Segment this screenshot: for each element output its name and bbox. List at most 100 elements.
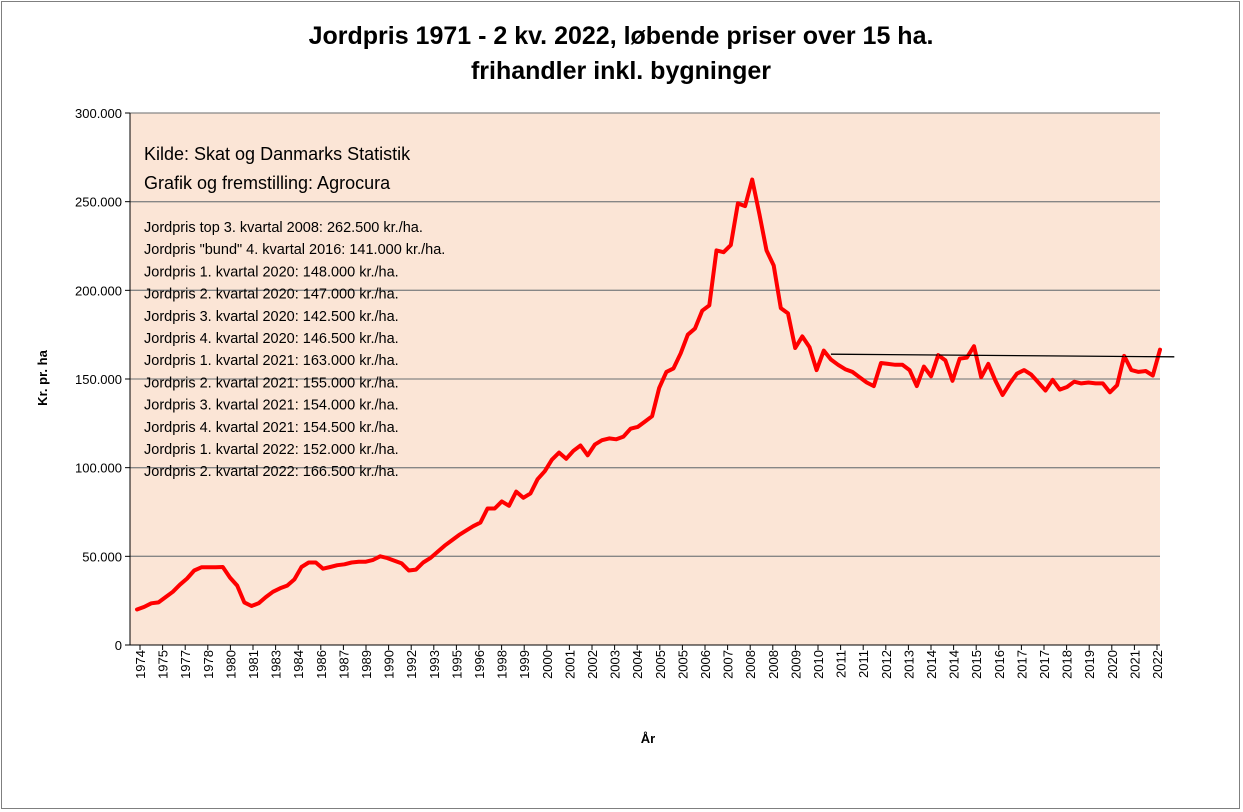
data-point <box>400 562 403 565</box>
data-point <box>1044 389 1047 392</box>
x-axis-title: År <box>641 731 655 746</box>
x-tick-label: 2017 <box>1037 650 1052 679</box>
chart-title-line1: Jordpris 1971 - 2 kv. 2022, løbende pris… <box>309 22 934 50</box>
data-point <box>1159 348 1161 351</box>
data-point <box>1094 382 1097 385</box>
data-point <box>973 345 975 348</box>
x-tick-label: 2014 <box>947 650 962 679</box>
data-point <box>136 608 138 611</box>
data-point <box>1102 382 1104 385</box>
x-tick-label: 2019 <box>1082 650 1097 679</box>
data-point <box>493 507 496 510</box>
data-point <box>429 557 432 559</box>
x-tick-label: 1990 <box>382 650 397 679</box>
y-tick-label: 50.000 <box>82 549 122 564</box>
data-point <box>780 307 782 309</box>
x-tick-label: 2010 <box>811 650 826 679</box>
data-point <box>608 437 610 440</box>
data-point <box>179 583 181 586</box>
x-tick-label: 1992 <box>404 650 419 679</box>
y-tick-label: 100.000 <box>75 461 122 476</box>
data-point <box>164 596 167 598</box>
x-tick-label: 2012 <box>879 650 894 679</box>
data-point <box>279 587 281 590</box>
data-point <box>951 380 954 382</box>
data-point <box>679 352 682 355</box>
x-tick-label: 2011 <box>856 650 871 678</box>
annotation-line: Jordpris 3. kvartal 2021: 154.000 kr./ha… <box>144 398 399 414</box>
data-point <box>579 444 582 447</box>
data-point <box>615 438 618 441</box>
data-point <box>772 264 775 267</box>
data-point <box>851 371 854 373</box>
source-line-1: Kilde: Skat og Danmarks Statistik <box>144 144 411 164</box>
data-point <box>207 566 210 569</box>
x-tick-label: 2020 <box>1105 650 1120 679</box>
x-tick-label: 2000 <box>540 650 555 679</box>
annotation-line: Jordpris 1. kvartal 2021: 163.000 kr./ha… <box>144 353 399 369</box>
data-point <box>1109 391 1111 394</box>
data-point <box>858 376 861 379</box>
data-point <box>937 354 939 356</box>
x-tick-label: 1993 <box>427 650 442 679</box>
x-tick-label: 2009 <box>788 650 803 679</box>
data-point <box>544 470 546 473</box>
data-point <box>214 566 217 569</box>
chart-title-line2: frihandler inkl. bygninger <box>471 57 771 85</box>
data-point <box>830 358 832 361</box>
data-point <box>365 560 367 563</box>
x-tick-label: 2015 <box>969 650 984 679</box>
x-tick-label: 2014 <box>924 650 939 679</box>
data-point <box>601 439 603 442</box>
data-point <box>708 304 711 307</box>
data-point <box>222 566 224 568</box>
data-point <box>908 369 911 371</box>
data-point <box>701 309 703 312</box>
x-tick-label: 2018 <box>1060 650 1075 679</box>
data-point <box>744 205 746 207</box>
data-point <box>472 525 475 527</box>
data-point <box>880 362 882 364</box>
data-point <box>987 363 990 365</box>
x-tick-label: 2001 <box>562 650 577 679</box>
x-tick-label: 2004 <box>630 650 645 679</box>
data-point <box>787 312 789 315</box>
x-tick-label: 1987 <box>336 650 351 679</box>
data-point <box>629 427 632 430</box>
data-point <box>315 561 317 564</box>
data-point <box>408 569 410 572</box>
data-point <box>1051 379 1054 381</box>
x-axis-ticks: 1974 1975 1977 1978 1980 1981 1983 1984 1986 1987… <box>133 645 1165 679</box>
data-point <box>322 567 324 570</box>
x-tick-label: 1980 <box>223 650 238 679</box>
x-tick-label: 1996 <box>472 650 487 679</box>
x-tick-label: 2005 <box>653 650 668 679</box>
data-point <box>508 505 510 507</box>
annotation-line: Jordpris top 3. kvartal 2008: 262.500 kr… <box>144 220 423 236</box>
annotation-line: Jordpris 2. kvartal 2020: 147.000 kr./ha… <box>144 287 399 303</box>
data-point <box>551 458 553 461</box>
data-point <box>1030 373 1032 376</box>
x-tick-label: 1999 <box>517 650 532 679</box>
x-tick-label: 2011 <box>834 650 849 678</box>
annotation-line: Jordpris "bund" 4. kvartal 2016: 141.000… <box>144 242 445 258</box>
y-tick-label: 300.000 <box>75 106 122 121</box>
x-tick-label: 1984 <box>291 650 306 679</box>
data-point <box>343 563 346 566</box>
annotation-line: Jordpris 2. kvartal 2021: 155.000 kr./ha… <box>144 375 399 391</box>
annotation-line: Jordpris 2. kvartal 2022: 166.500 kr./ha… <box>144 464 399 480</box>
data-point <box>479 521 482 524</box>
data-point <box>350 561 353 564</box>
x-tick-label: 2005 <box>675 650 690 679</box>
data-point <box>765 249 768 252</box>
data-point <box>501 500 503 503</box>
source-line-2: Grafik og fremstilling: Agrocura <box>144 173 391 193</box>
data-point <box>300 566 303 568</box>
data-point <box>536 478 539 481</box>
data-point <box>229 576 231 579</box>
y-axis-title: Kr. pr. ha <box>35 349 50 405</box>
annotation-line: Jordpris 4. kvartal 2021: 154.500 kr./ha… <box>144 420 399 436</box>
x-tick-label: 2013 <box>901 650 916 679</box>
data-point <box>873 385 875 387</box>
